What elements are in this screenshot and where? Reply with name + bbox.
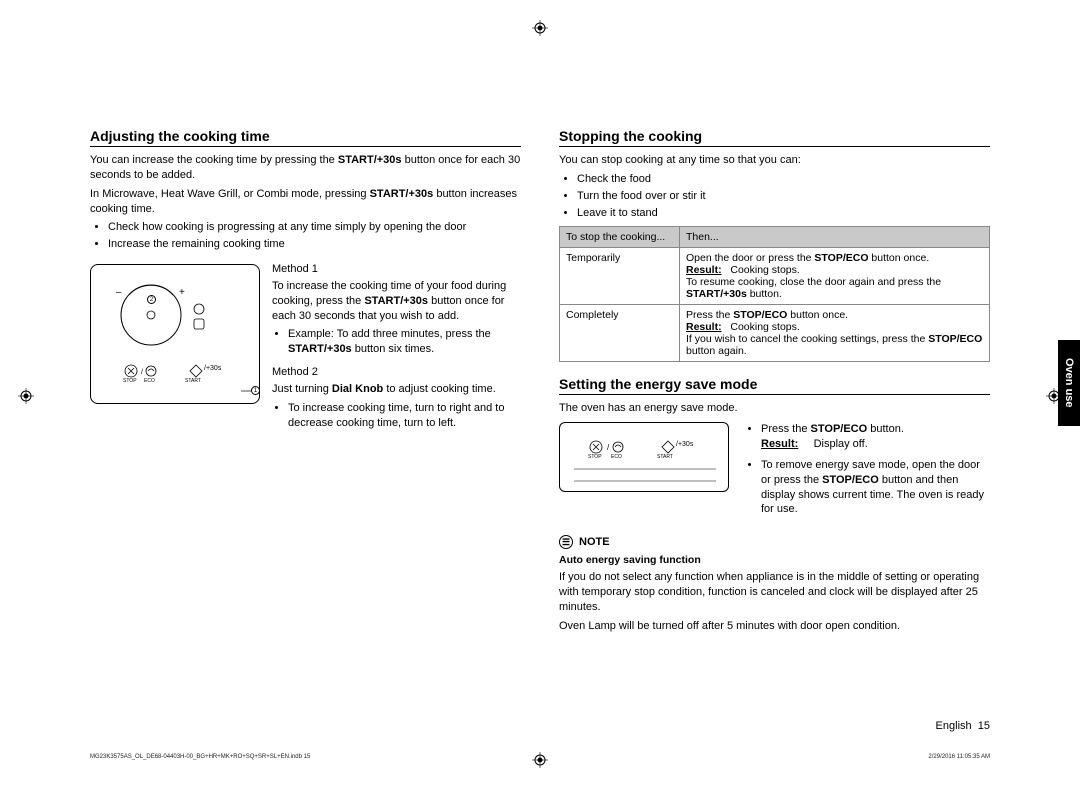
text: Cooking stops. <box>730 264 799 276</box>
method-text-block: Method 1 To increase the cooking time of… <box>272 260 521 436</box>
text-bold: START/+30s <box>370 188 434 200</box>
text-bold: STOP/ECO <box>733 309 787 321</box>
text-bold: STOP/ECO <box>811 423 868 435</box>
text: button again. <box>686 345 747 357</box>
lang-label: English <box>936 720 972 732</box>
text-bold: START/+30s <box>686 288 747 300</box>
energy-bullets: Press the STOP/ECO button. Result: Displ… <box>743 422 990 519</box>
list-item: Leave it to stand <box>577 206 990 221</box>
list-item: To remove energy save mode, open the doo… <box>761 458 990 517</box>
label-plus30s: /+30s <box>204 365 221 372</box>
text-bold: STOP/ECO <box>814 252 868 264</box>
footer-bar: MG23K3575AS_OL_DE68-04403H-00_BG+HR+MK+R… <box>0 754 1080 760</box>
text: to adjust cooking time. <box>383 383 496 395</box>
footer-file: MG23K3575AS_OL_DE68-04403H-00_BG+HR+MK+R… <box>90 754 310 760</box>
svg-text:/: / <box>141 369 143 376</box>
result-label: Result: <box>761 438 798 450</box>
text-bold: START/+30s <box>338 154 402 166</box>
text-bold: Dial Knob <box>332 383 383 395</box>
method1-label: Method 1 <box>272 262 521 277</box>
text: button once. <box>787 309 848 321</box>
label-start: START <box>185 378 201 384</box>
callout-2: 2 <box>147 295 156 304</box>
label-plus30s: /+30s <box>676 441 693 448</box>
heading-stopping: Stopping the cooking <box>559 128 990 147</box>
svg-text:/: / <box>607 443 610 452</box>
diagram-small-panel: / STOP ECO START /+30s <box>559 422 729 492</box>
list-item: Example: To add three minutes, press the… <box>288 327 521 357</box>
auto-energy-label: Auto energy saving function <box>559 553 990 567</box>
table-header: To stop the cooking... <box>560 227 680 248</box>
list-item: Turn the food over or stir it <box>577 189 990 204</box>
col-left: Adjusting the cooking time You can incre… <box>90 128 521 638</box>
list-item: Check the food <box>577 172 990 187</box>
heading-adjusting: Adjusting the cooking time <box>90 128 521 147</box>
table-header: Then... <box>680 227 990 248</box>
text-bold: STOP/ECO <box>822 474 879 486</box>
table-cell: Press the STOP/ECO button once. Result: … <box>680 305 990 362</box>
text: If you wish to cancel the cooking settin… <box>686 333 928 345</box>
left-p1: You can increase the cooking time by pre… <box>90 153 521 183</box>
method2-label: Method 2 <box>272 365 521 380</box>
text: Press the <box>686 309 733 321</box>
text: button once. <box>869 252 930 264</box>
text: In Microwave, Heat Wave Grill, or Combi … <box>90 188 370 200</box>
text: Example: To add three minutes, press the <box>288 328 491 340</box>
note-p1: If you do not select any function when a… <box>559 570 990 615</box>
table-cell: Open the door or press the STOP/ECO butt… <box>680 248 990 305</box>
dial-plus: + <box>179 287 185 298</box>
label-eco: ECO <box>144 378 155 384</box>
text: You can increase the cooking time by pre… <box>90 154 338 166</box>
label-stop: STOP <box>588 454 602 460</box>
text: Open the door or press the <box>686 252 814 264</box>
text: Press the <box>761 423 811 435</box>
text-bold: START/+30s <box>288 343 352 355</box>
left-p2: In Microwave, Heat Wave Grill, or Combi … <box>90 187 521 217</box>
right-p1: You can stop cooking at any time so that… <box>559 153 990 168</box>
table-cell: Temporarily <box>560 248 680 305</box>
result-label: Result: <box>686 264 722 276</box>
text-bold: STOP/ECO <box>928 333 982 345</box>
method2-text: Just turning Dial Knob to adjust cooking… <box>272 382 521 397</box>
text: Just turning <box>272 383 332 395</box>
footer-date: 2/29/2016 11:05:35 AM <box>928 754 990 760</box>
text: Cooking stops. <box>730 321 799 333</box>
stop-table: To stop the cooking... Then... Temporari… <box>559 226 990 362</box>
dial-minus: – <box>116 287 122 298</box>
label-start: START <box>657 454 673 460</box>
energy-p: The oven has an energy save mode. <box>559 401 990 416</box>
page-language-number: English 15 <box>936 720 990 732</box>
text: Display off. <box>814 438 868 450</box>
label-eco: ECO <box>611 454 622 460</box>
text: button. <box>867 423 904 435</box>
note-p2: Oven Lamp will be turned off after 5 min… <box>559 619 990 634</box>
list-item: Check how cooking is progressing at any … <box>108 220 521 235</box>
page-number: 15 <box>978 720 990 732</box>
list-item: Increase the remaining cooking time <box>108 237 521 252</box>
text: button six times. <box>352 343 435 355</box>
heading-energy: Setting the energy save mode <box>559 376 990 395</box>
right-bullets1: Check the food Turn the food over or sti… <box>559 172 990 221</box>
page-content: Adjusting the cooking time You can incre… <box>0 0 1080 788</box>
list-item: To increase cooking time, turn to right … <box>288 401 521 431</box>
result-label: Result: <box>686 321 722 333</box>
note-header: ☰ NOTE <box>559 535 990 549</box>
table-cell: Completely <box>560 305 680 362</box>
note-label: NOTE <box>579 536 610 548</box>
label-stop: STOP <box>123 378 137 384</box>
list-item: Press the STOP/ECO button. Result: Displ… <box>761 422 990 452</box>
col-right: Stopping the cooking You can stop cookin… <box>559 128 990 638</box>
note-icon: ☰ <box>559 535 573 549</box>
text: button. <box>747 288 782 300</box>
text-bold: START/+30s <box>364 295 428 307</box>
method1-text: To increase the cooking time of your foo… <box>272 279 521 324</box>
callout-1: 1 <box>251 386 260 395</box>
left-bullets: Check how cooking is progressing at any … <box>90 220 521 252</box>
diagram-control-panel: / – + STOP ECO START /+30s 2 1 <box>90 264 260 404</box>
text: To resume cooking, close the door again … <box>686 276 941 288</box>
